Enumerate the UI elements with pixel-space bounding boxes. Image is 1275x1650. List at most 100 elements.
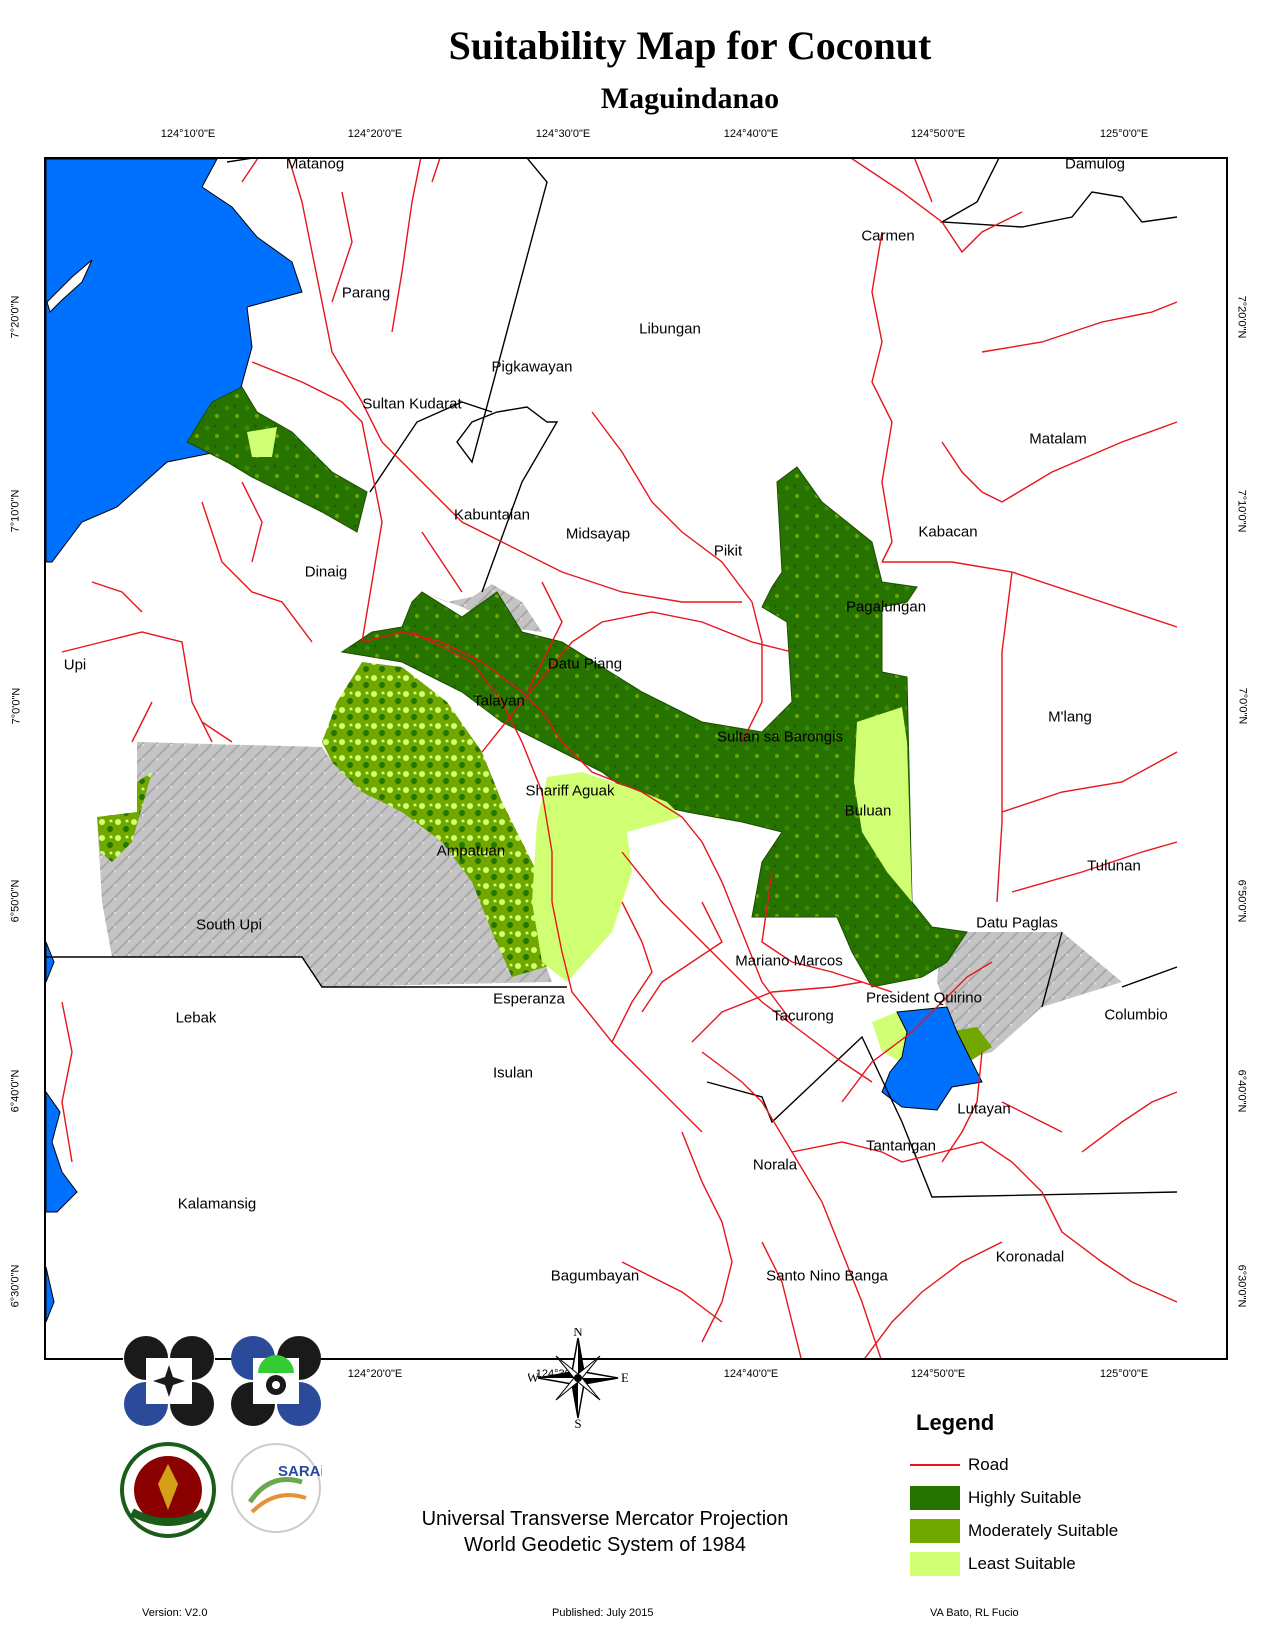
sarai-logo-text: SARAi <box>278 1463 322 1480</box>
place-label: Talayan <box>473 692 525 710</box>
lat-tick-right: 7°10'0"N <box>1235 489 1248 533</box>
place-label: Columbio <box>1104 1006 1168 1024</box>
dost-logo <box>230 1335 322 1432</box>
compass-n: N <box>573 1328 583 1339</box>
hillshade-area-west <box>97 742 552 987</box>
place-label: Parang <box>341 284 391 302</box>
lat-tick-right: 7°20'0"N <box>1235 295 1248 339</box>
compass-s: S <box>574 1416 581 1428</box>
legend-label: Road <box>968 1454 1009 1474</box>
place-label: Pigkawayan <box>491 358 573 376</box>
suitability-least-north <box>247 427 277 457</box>
place-label: Kabacan <box>918 523 978 541</box>
lat-tick-left: 6°50'0"N <box>9 879 22 923</box>
suitability-highly-north <box>186 386 368 533</box>
lat-tick-left: 6°40'0"N <box>9 1069 22 1113</box>
projection-line-2: World Geodetic System of 1984 <box>464 1534 746 1556</box>
legend-item-highly-suitable: Highly Suitable <box>910 1481 1210 1514</box>
place-label: Damulog <box>1064 155 1126 173</box>
hillshade-area-east <box>937 932 1122 1060</box>
place-label: Isulan <box>492 1064 534 1082</box>
boundaries <box>46 159 1178 1198</box>
lon-tick-top: 124°50'0"E <box>910 128 966 140</box>
place-label: Norala <box>752 1156 798 1174</box>
legend-item-road: Road <box>910 1448 1210 1481</box>
place-label: Matanog <box>285 155 345 173</box>
place-label: Lebak <box>175 1009 217 1027</box>
place-label: Midsayap <box>565 525 631 543</box>
lat-tick-left: 7°20'0"N <box>9 295 22 339</box>
place-label: M'lang <box>1048 708 1092 726</box>
place-label: Bagumbayan <box>550 1267 640 1285</box>
north-arrow-compass: N S E W <box>527 1324 629 1433</box>
place-label: Libungan <box>639 320 701 338</box>
place-label: South Upi <box>196 916 262 934</box>
place-label: Sultan sa Barongis <box>717 728 843 746</box>
lon-tick-top: 124°20'0"E <box>347 128 403 140</box>
lon-tick-bottom: 124°40'0"E <box>723 1368 779 1380</box>
least-suitable-swatch <box>910 1551 960 1576</box>
legend-item-least-suitable: Least Suitable <box>910 1547 1210 1580</box>
legend-label: Highly Suitable <box>968 1487 1082 1507</box>
island <box>46 259 93 313</box>
place-label: Tulunan <box>1087 857 1141 875</box>
sea-water <box>46 159 303 563</box>
lat-tick-right: 6°40'0"N <box>1235 1069 1248 1113</box>
roads <box>61 159 1178 1358</box>
place-label: Pikit <box>713 542 743 560</box>
lat-tick-left: 7°0'0"N <box>10 687 23 725</box>
map-canvas[interactable] <box>46 159 1228 1360</box>
suitability-moderate-west <box>97 772 152 862</box>
place-label: Kalamansig <box>177 1195 257 1213</box>
place-label: Ampatuan <box>436 842 506 860</box>
coast-lower <box>46 941 78 1323</box>
legend-label: Least Suitable <box>968 1553 1076 1573</box>
legend: Legend Road Highly Suitable Moderately S… <box>910 1410 1210 1580</box>
place-label: Pagalungan <box>845 598 927 616</box>
place-label: Buluan <box>844 802 892 820</box>
lon-tick-bottom: 124°20'0"E <box>347 1368 403 1380</box>
sarai-logo: SARAi <box>230 1442 325 1539</box>
map-title: Suitability Map for Coconut <box>448 23 932 68</box>
place-label: Datu Paglas <box>976 914 1058 932</box>
lake-buluan <box>881 1006 983 1111</box>
compass-e: E <box>621 1370 628 1385</box>
suitability-least-aguak <box>532 772 682 982</box>
suitability-moderate <box>322 662 562 977</box>
moderately-suitable-swatch <box>910 1518 960 1543</box>
compass-w: W <box>528 1370 540 1385</box>
map-frame[interactable] <box>44 157 1228 1360</box>
lat-tick-left: 7°10'0"N <box>9 489 22 533</box>
place-label: Mariano Marcos <box>735 952 843 970</box>
place-label: Tacurong <box>772 1007 834 1025</box>
map-subtitle: Maguindanao <box>600 82 780 115</box>
lon-tick-top: 124°10'0"E <box>160 128 216 140</box>
place-label: Carmen <box>861 227 915 245</box>
place-label: Koronadal <box>995 1248 1065 1266</box>
suitability-least-buluan <box>854 707 912 902</box>
version-text: Version: V2.0 <box>142 1607 208 1619</box>
lon-tick-bottom: 125°0'0"E <box>1099 1368 1149 1380</box>
lon-tick-top: 124°40'0"E <box>723 128 779 140</box>
da-logo <box>123 1335 215 1432</box>
legend-label: Moderately Suitable <box>968 1520 1119 1540</box>
projection-line-1: Universal Transverse Mercator Projection <box>421 1508 789 1530</box>
place-label: Santo Nino Banga <box>766 1267 888 1285</box>
suitability-least-quirino <box>872 1012 912 1062</box>
legend-title: Legend <box>916 1410 995 1435</box>
place-label: Esperanza <box>493 990 565 1008</box>
place-label: Matalam <box>1029 430 1087 448</box>
place-label: Tantangan <box>865 1137 937 1155</box>
projection-info: Universal Transverse Mercator Projection… <box>380 1506 830 1558</box>
place-label: Shariff Aguak <box>525 782 615 800</box>
place-label: Datu Piang <box>547 655 623 673</box>
published-text: Published: July 2015 <box>552 1607 654 1619</box>
uplb-seal-logo <box>118 1440 218 1545</box>
place-label: President Quirino <box>866 989 982 1007</box>
lat-tick-left: 6°30'0"N <box>9 1264 22 1308</box>
suitability-highly-main <box>340 466 968 988</box>
place-label: Upi <box>63 656 87 674</box>
lon-tick-bottom: 124°50'0"E <box>910 1368 966 1380</box>
place-label: Dinaig <box>304 563 348 581</box>
place-label: Sultan Kudarat <box>362 395 462 413</box>
